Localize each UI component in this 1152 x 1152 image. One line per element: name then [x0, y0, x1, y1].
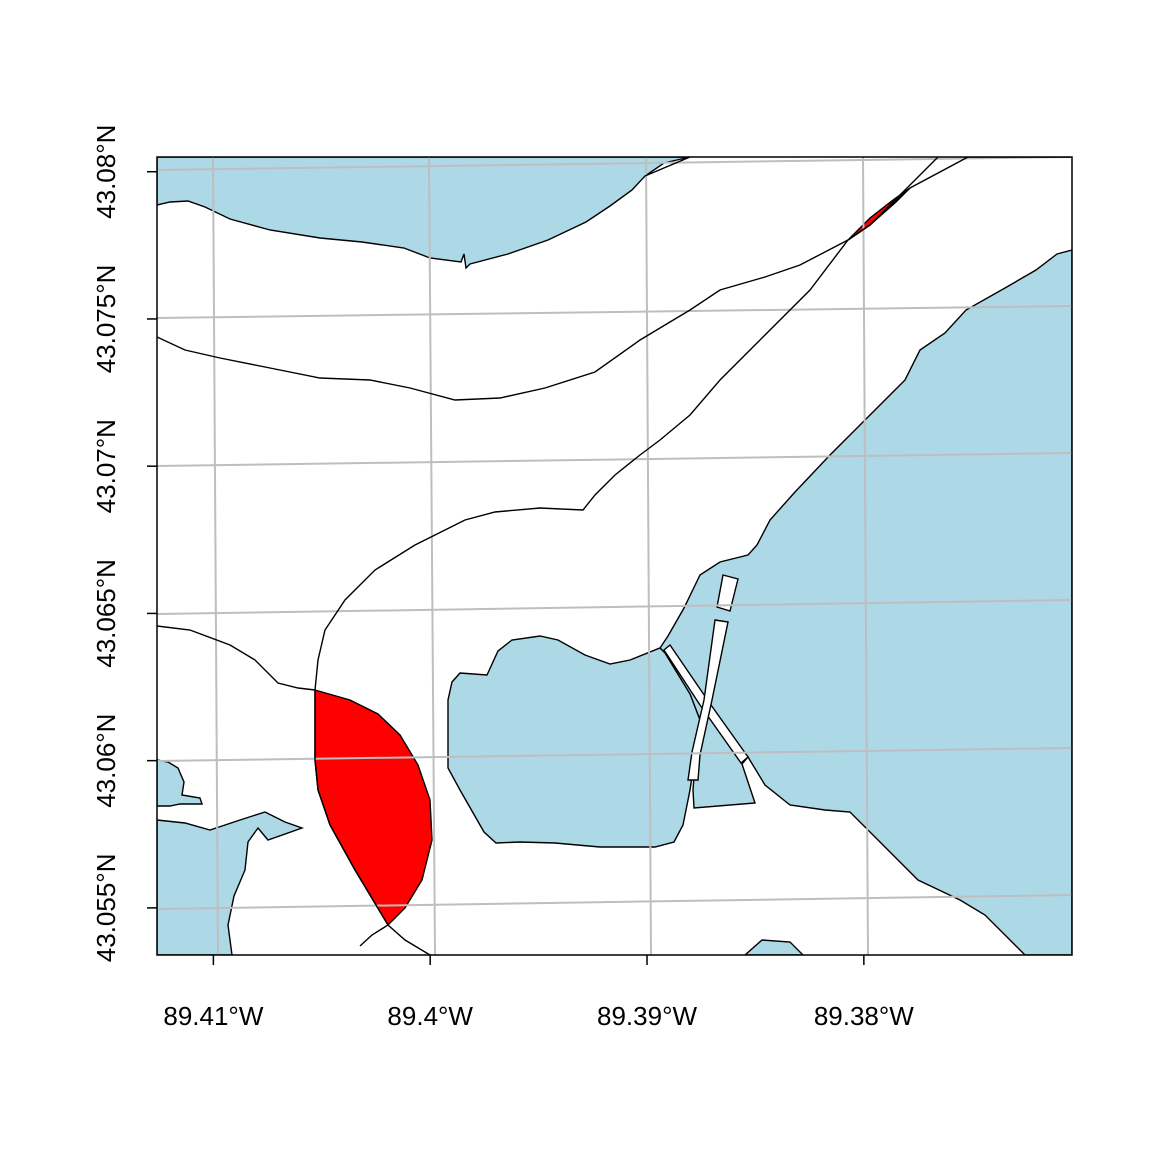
causeway-south: [687, 619, 729, 781]
grid-line: [862, 157, 869, 955]
map-panel: [157, 157, 1072, 955]
bay-southwest: [157, 811, 305, 955]
y-tick-label: 43.07°N: [91, 419, 121, 513]
y-tick-label: 43.055°N: [91, 854, 121, 963]
road-line: [314, 157, 939, 955]
y-tick-label: 43.08°N: [91, 125, 121, 219]
x-axis: 89.41°W 89.4°W 89.39°W 89.38°W: [163, 955, 914, 1031]
map-frame: [156, 156, 1073, 956]
causeway-north: [716, 574, 739, 612]
x-tick-label: 89.41°W: [163, 1001, 263, 1031]
grid-line: [157, 599, 1072, 615]
grid-line: [645, 157, 652, 955]
x-tick-label: 89.4°W: [387, 1001, 473, 1031]
lake-north: [157, 157, 691, 270]
y-tick-label: 43.06°N: [91, 714, 121, 808]
graticule: [157, 157, 1072, 955]
x-tick-label: 89.39°W: [597, 1001, 697, 1031]
grid-line: [157, 452, 1072, 467]
grid-line: [157, 747, 1072, 762]
grid-line: [212, 157, 219, 955]
island-west: [157, 759, 203, 807]
grid-line: [157, 305, 1072, 319]
y-tick-label: 43.075°N: [91, 265, 121, 374]
road-line: [644, 157, 691, 177]
y-tick-label: 43.065°N: [91, 559, 121, 668]
x-tick-label: 89.38°W: [814, 1001, 914, 1031]
road-line: [359, 924, 389, 947]
inlet-south: [743, 939, 804, 955]
causeway-layer: [663, 574, 749, 781]
road-layer: [157, 157, 1072, 955]
grid-line: [157, 157, 1072, 171]
grid-line: [428, 157, 436, 955]
grid-line: [157, 894, 1072, 910]
y-axis: 43.08°N 43.075°N 43.07°N 43.065°N 43.06°N 43.…: [91, 125, 157, 963]
road-line: [157, 625, 316, 691]
